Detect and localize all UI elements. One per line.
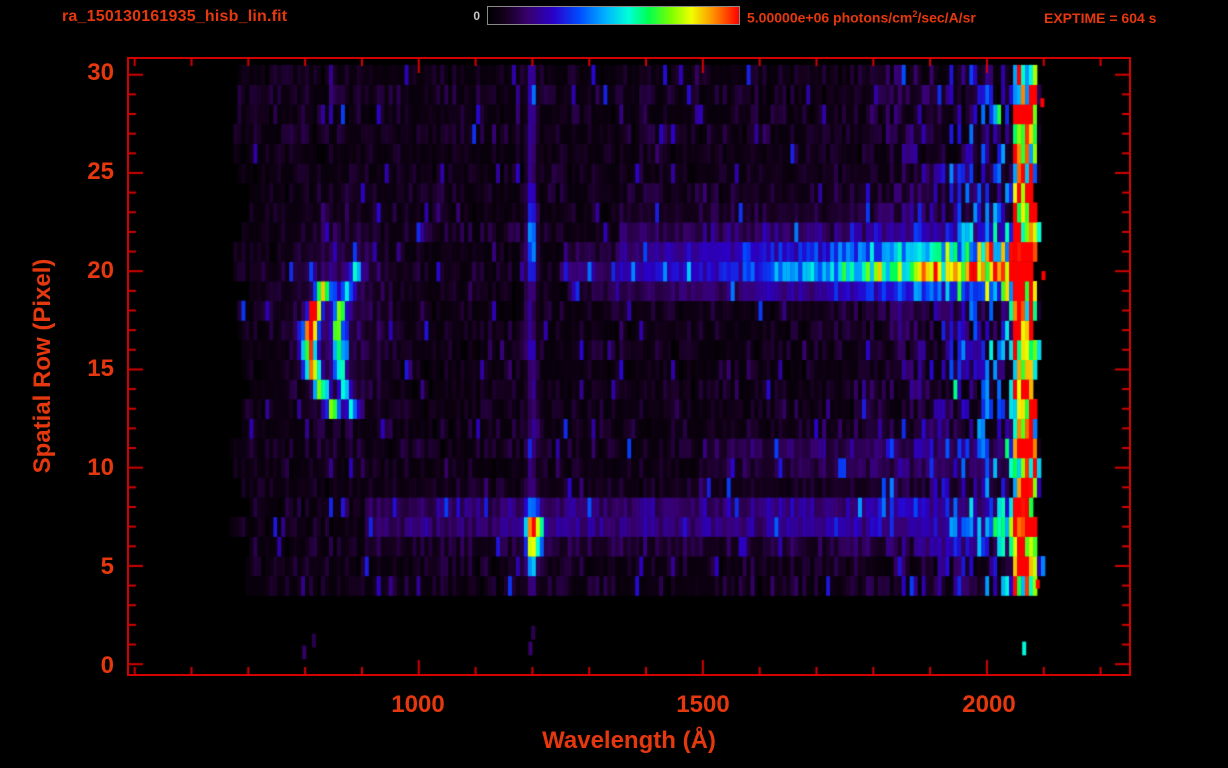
colorbar-gradient bbox=[487, 6, 740, 25]
colorbar-max-label: 5.00000e+06 photons/cm2/sec/A/sr bbox=[747, 9, 976, 26]
colorbar-min-label: 0 bbox=[473, 9, 480, 23]
file-title: ra_150130161935_hisb_lin.fit bbox=[62, 8, 288, 25]
y-tick-label: 30 bbox=[87, 59, 114, 86]
heatmap-canvas bbox=[129, 59, 1129, 674]
colorbar-max-label-sup: 2 bbox=[912, 9, 918, 19]
x-axis-title: Wavelength (Å) bbox=[542, 727, 716, 754]
y-axis-title: Spatial Row (Pixel) bbox=[29, 258, 56, 474]
y-tick-label: 20 bbox=[87, 257, 114, 284]
colorbar-max-label-suffix: /sec/A/sr bbox=[917, 9, 976, 26]
colorbar-max-label-prefix: 5.00000e+06 photons/cm bbox=[747, 9, 913, 26]
y-tick-label: 0 bbox=[100, 652, 114, 679]
y-tick-label: 5 bbox=[100, 553, 114, 580]
y-tick-label: 15 bbox=[87, 355, 114, 382]
y-tick-label: 25 bbox=[87, 158, 114, 185]
y-tick-label: 10 bbox=[87, 454, 114, 481]
exptime-label: EXPTIME = 604 s bbox=[1044, 10, 1157, 26]
x-tick-label: 2000 bbox=[962, 691, 1016, 718]
x-tick-label: 1000 bbox=[391, 691, 445, 718]
x-tick-label: 1500 bbox=[676, 691, 730, 718]
